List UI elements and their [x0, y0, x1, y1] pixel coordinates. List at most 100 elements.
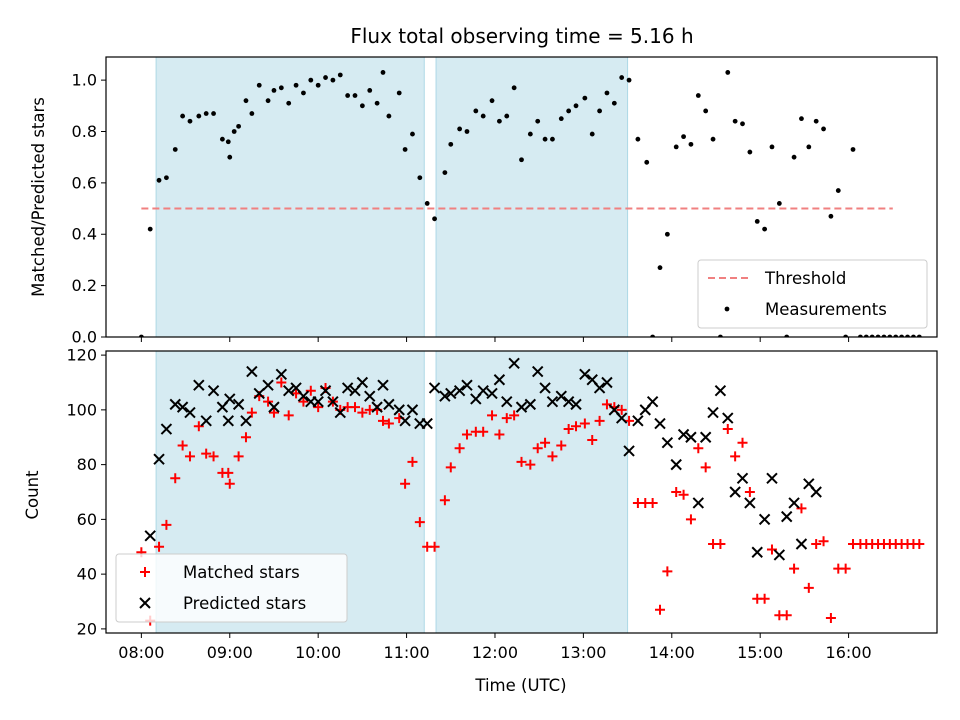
- predicted-star-point: [486, 387, 498, 400]
- measurement-point: [850, 147, 856, 152]
- measurement-point: [330, 77, 336, 83]
- matched-star-point: [383, 418, 394, 429]
- measurement-point: [180, 113, 186, 119]
- matched-star-point: [722, 424, 733, 435]
- top-y-axis-label: Matched/Predicted stars: [29, 97, 48, 297]
- measurement-point: [703, 108, 709, 114]
- matched-star-point: [579, 418, 590, 429]
- matched-star-point: [671, 487, 682, 497]
- measurement-point: [597, 108, 602, 114]
- measurement-point: [835, 188, 841, 193]
- measurement-point: [489, 98, 495, 104]
- predicted-star-point: [744, 497, 756, 509]
- measurement-point: [308, 77, 314, 83]
- matched-star-point: [445, 462, 456, 473]
- measurement-point: [249, 111, 255, 116]
- matched-star-point: [685, 514, 696, 525]
- predicted-star-point: [356, 376, 369, 389]
- bottom-legend-cross: [139, 597, 151, 609]
- top-legend-label: Threshold: [764, 269, 846, 288]
- matched-star-point: [233, 451, 244, 462]
- matched-star-point: [246, 407, 257, 418]
- predicted-star-point: [722, 412, 734, 424]
- predicted-star-point: [176, 401, 189, 413]
- x-tick-label: 13:00: [560, 643, 606, 662]
- matched-star-point: [305, 385, 316, 396]
- matched-star-point: [223, 467, 234, 478]
- measurement-point: [386, 113, 392, 119]
- measurement-point: [265, 98, 271, 104]
- x-tick-label: 15:00: [737, 643, 783, 662]
- matched-star-point: [840, 563, 851, 574]
- measurement-point: [480, 113, 486, 119]
- measurement-point: [626, 77, 632, 83]
- predicted-star-point: [193, 379, 205, 391]
- measurement-point: [432, 216, 437, 222]
- measurement-point: [813, 118, 819, 124]
- matched-star-point: [350, 402, 361, 413]
- x-tick-label: 11:00: [384, 643, 430, 662]
- measurement-point: [442, 170, 448, 175]
- measurement-point: [417, 175, 423, 181]
- matched-star-point: [766, 544, 777, 555]
- measurement-point: [424, 201, 430, 206]
- x-tick-label: 16:00: [826, 643, 872, 662]
- measurement-point: [791, 154, 797, 160]
- predicted-star-point: [246, 365, 258, 378]
- measurement-point: [203, 111, 209, 116]
- measurement-point: [271, 87, 277, 93]
- predicted-star-point: [371, 401, 383, 413]
- predicted-star-point: [393, 404, 405, 416]
- measurement-point: [710, 136, 716, 142]
- predicted-star-point: [531, 365, 544, 378]
- measurement-point: [799, 116, 804, 122]
- bottom-y-tick-label: 120: [66, 346, 97, 365]
- measurement-point: [644, 159, 650, 165]
- x-axis-label: Time (UTC): [474, 676, 566, 695]
- predicted-star-point: [562, 395, 575, 408]
- matched-star-point: [516, 456, 527, 467]
- measurement-point: [725, 70, 731, 75]
- predicted-star-point: [207, 384, 220, 397]
- matched-star-point: [154, 541, 165, 552]
- bottom-y-axis-label: Count: [23, 470, 42, 520]
- predicted-star-point: [240, 415, 252, 427]
- matched-star-point: [647, 497, 658, 508]
- predicted-star-point: [646, 395, 659, 408]
- predicted-star-point: [623, 445, 635, 457]
- predicted-star-point: [570, 398, 582, 411]
- top-y-tick-label: 0.0: [72, 328, 97, 347]
- predicted-star-point: [751, 546, 763, 558]
- predicted-star-point: [319, 384, 332, 397]
- measurement-point: [337, 72, 343, 78]
- x-tick-label: 10:00: [295, 643, 341, 662]
- measurement-point: [448, 141, 454, 147]
- predicted-star-point: [729, 486, 741, 498]
- predicted-star-point: [421, 417, 433, 430]
- measurement-point: [172, 147, 178, 152]
- matched-star-point: [825, 612, 836, 623]
- measurement-point: [219, 136, 225, 142]
- measurement-point: [256, 82, 262, 88]
- measurement-point: [740, 121, 745, 127]
- matched-star-point: [461, 429, 472, 440]
- measurement-point: [611, 100, 617, 106]
- predicted-star-point: [508, 357, 520, 370]
- measurement-point: [315, 82, 321, 88]
- measurement-point: [156, 177, 162, 183]
- predicted-star-point: [699, 431, 712, 443]
- matched-star-point: [662, 566, 673, 577]
- measurement-point: [695, 93, 701, 98]
- predicted-star-point: [327, 395, 339, 408]
- x-tick-label: 12:00: [472, 643, 518, 662]
- measurement-point: [496, 118, 502, 124]
- matched-star-point: [400, 478, 411, 489]
- x-tick-label: 08:00: [118, 643, 164, 662]
- matched-star-point: [208, 451, 219, 462]
- matched-star-point: [494, 429, 505, 440]
- matched-star-point: [357, 407, 368, 418]
- predicted-star-point: [439, 390, 451, 402]
- measurement-point: [732, 118, 738, 124]
- matched-star-point: [693, 443, 704, 454]
